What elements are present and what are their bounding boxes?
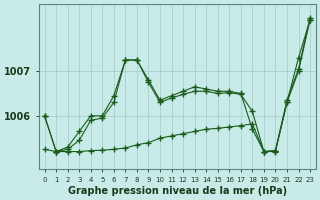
X-axis label: Graphe pression niveau de la mer (hPa): Graphe pression niveau de la mer (hPa) bbox=[68, 186, 287, 196]
